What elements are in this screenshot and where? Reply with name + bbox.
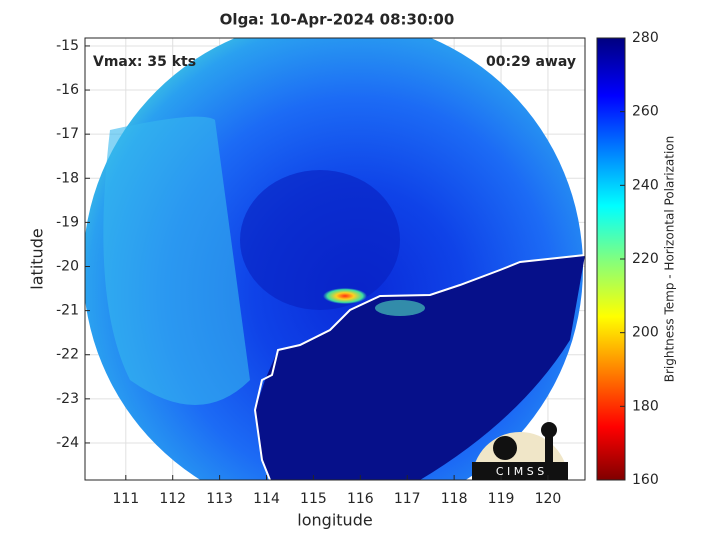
colorbar-tick-label: 280: [632, 30, 659, 46]
x-tick-label: 112: [159, 491, 186, 507]
colorbar-tick-label: 220: [632, 251, 659, 267]
y-axis-label: latitude: [28, 228, 47, 289]
y-tick-label: -22: [56, 347, 79, 363]
colorbar-tick-label: 260: [632, 104, 659, 120]
colorbar-tick-label: 240: [632, 177, 659, 193]
x-tick-label: 111: [112, 491, 139, 507]
y-tick-label: -15: [56, 38, 79, 54]
annotation: 00:29 away: [486, 54, 576, 70]
x-tick-label: 114: [253, 491, 280, 507]
y-tick-label: -16: [56, 82, 79, 98]
y-tick-label: -23: [56, 391, 79, 407]
y-tick-label: -19: [56, 214, 79, 230]
colorbar-tick-label: 200: [632, 325, 659, 341]
logo-text: C I M S S: [496, 465, 544, 478]
y-tick-label: -17: [56, 126, 79, 142]
colorbar-tick-label: 160: [632, 472, 659, 488]
logo: C I M S S: [472, 422, 568, 480]
x-tick-label: 119: [488, 491, 515, 507]
plot-frame: [84, 37, 586, 481]
x-tick-label: 120: [535, 491, 562, 507]
y-tick-label: -20: [56, 258, 79, 274]
x-tick-label: 116: [347, 491, 374, 507]
colorbar-label: Brightness Temp - Horizontal Polarizatio…: [663, 136, 677, 383]
x-tick-label: 113: [206, 491, 233, 507]
y-tick-label: -21: [56, 303, 79, 319]
y-tick-label: -18: [56, 170, 79, 186]
y-tick-label: -24: [56, 435, 79, 451]
annotation: Vmax: 35 kts: [93, 54, 196, 70]
x-tick-label: 117: [394, 491, 421, 507]
x-tick-label: 118: [441, 491, 468, 507]
imagery: [85, 38, 585, 480]
chart-title: Olga: 10-Apr-2024 08:30:00: [220, 11, 455, 29]
x-tick-label: 115: [300, 491, 327, 507]
x-axis-label: longitude: [297, 511, 372, 530]
colorbar-tick-label: 180: [632, 398, 659, 414]
